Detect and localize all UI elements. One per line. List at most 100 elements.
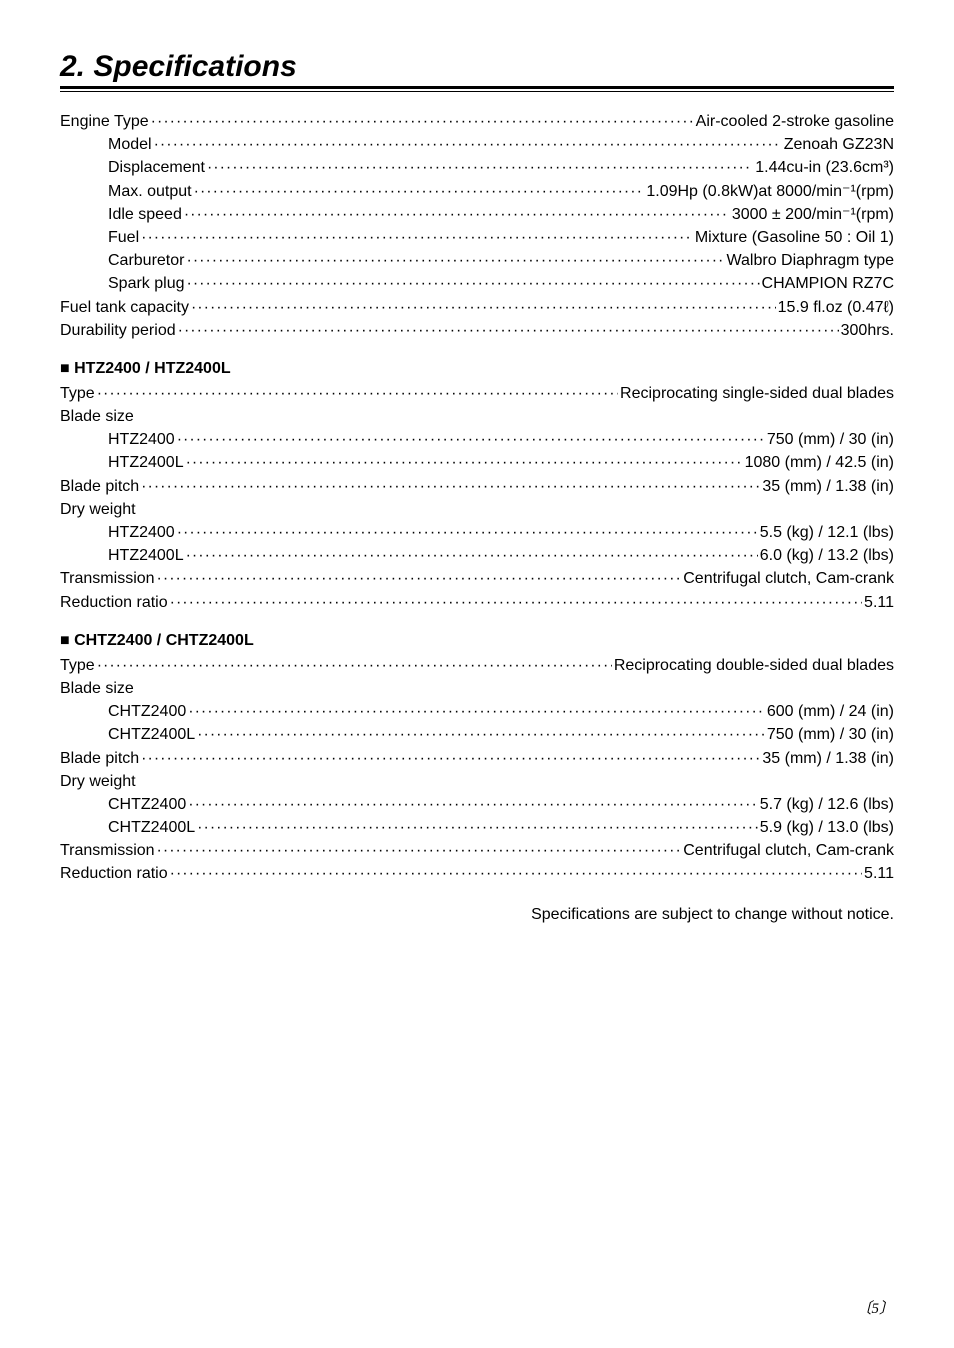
spec-label: Type: [60, 382, 95, 405]
page-title: 2. Specifications: [60, 50, 894, 84]
spec-label: CHTZ2400L: [108, 816, 195, 839]
spec-label: Reduction ratio: [60, 591, 168, 614]
spec-line: HTZ2400·································…: [60, 521, 894, 544]
spec-label: Durability period: [60, 319, 176, 342]
spec-line: HTZ2400L································…: [60, 451, 894, 474]
spec-group-label: Blade size: [60, 405, 894, 428]
spec-value: 300hrs.: [841, 319, 894, 342]
spec-value: Centrifugal clutch, Cam-crank: [683, 567, 894, 590]
spec-line: Engine Type·····························…: [60, 110, 894, 133]
spec-line: Spark plug······························…: [60, 272, 894, 295]
spec-line: Blade pitch·····························…: [60, 747, 894, 770]
title-rule-thin: [60, 91, 894, 92]
spec-line: Displacement····························…: [60, 156, 894, 179]
spec-label: CHTZ2400: [108, 700, 186, 723]
title-rule-thick: [60, 86, 894, 89]
spec-line: Type····································…: [60, 654, 894, 677]
spec-line: Type····································…: [60, 382, 894, 405]
spec-label: Transmission: [60, 839, 155, 862]
spec-value: 5.5 (kg) / 12.1 (lbs): [760, 521, 894, 544]
spec-dots: ········································…: [188, 793, 757, 816]
spec-dots: ········································…: [157, 567, 682, 590]
spec-dots: ········································…: [187, 272, 760, 295]
spec-line: Model···································…: [60, 133, 894, 156]
spec-label: Idle speed: [108, 203, 182, 226]
spec-dots: ········································…: [141, 475, 760, 498]
spec-dots: ········································…: [170, 862, 862, 885]
spec-dots: ········································…: [197, 816, 758, 839]
spec-value: 1.44cu-in (23.6cm³): [755, 156, 894, 179]
spec-line: Blade pitch·····························…: [60, 475, 894, 498]
spec-label: Max. output: [108, 180, 192, 203]
spec-value: 5.9 (kg) / 13.0 (lbs): [760, 816, 894, 839]
spec-dots: ········································…: [177, 428, 765, 451]
spec-dots: ········································…: [141, 226, 693, 249]
spec-dots: ········································…: [177, 521, 758, 544]
spec-label: Blade pitch: [60, 475, 139, 498]
section1-heading: ■ HTZ2400 / HTZ2400L: [60, 360, 894, 378]
section2-heading: ■ CHTZ2400 / CHTZ2400L: [60, 632, 894, 650]
spec-line: Reduction ratio·························…: [60, 591, 894, 614]
spec-label: Spark plug: [108, 272, 185, 295]
spec-dots: ········································…: [184, 203, 730, 226]
spec-dots: ········································…: [97, 654, 612, 677]
spec-value: 1.09Hp (0.8kW)at 8000/min⁻¹(rpm): [646, 180, 894, 203]
spec-dots: ········································…: [186, 451, 743, 474]
spec-dots: ········································…: [178, 319, 839, 342]
spec-label: Transmission: [60, 567, 155, 590]
spec-value: Centrifugal clutch, Cam-crank: [683, 839, 894, 862]
spec-value: Air-cooled 2-stroke gasoline: [696, 110, 894, 133]
spec-value: Walbro Diaphragm type: [727, 249, 894, 272]
spec-group-label: Dry weight: [60, 498, 894, 521]
spec-value: 3000 ± 200/min⁻¹(rpm): [732, 203, 894, 226]
spec-value: 750 (mm) / 30 (in): [767, 723, 894, 746]
footnote: Specifications are subject to change wit…: [60, 906, 894, 924]
spec-value: 750 (mm) / 30 (in): [767, 428, 894, 451]
spec-label: Engine Type: [60, 110, 149, 133]
spec-value: Mixture (Gasoline 50 : Oil 1): [695, 226, 894, 249]
spec-line: Carburetor······························…: [60, 249, 894, 272]
spec-line: CHTZ2400································…: [60, 700, 894, 723]
spec-line: Fuel····································…: [60, 226, 894, 249]
spec-label: CHTZ2400L: [108, 723, 195, 746]
spec-label: Carburetor: [108, 249, 184, 272]
spec-dots: ········································…: [197, 723, 765, 746]
spec-line: CHTZ2400L·······························…: [60, 816, 894, 839]
spec-label: HTZ2400L: [108, 544, 184, 567]
spec-label: HTZ2400: [108, 521, 175, 544]
spec-line: Transmission····························…: [60, 567, 894, 590]
spec-dots: ········································…: [151, 110, 694, 133]
spec-line: Max. output·····························…: [60, 180, 894, 203]
spec-value: 5.7 (kg) / 12.6 (lbs): [760, 793, 894, 816]
spec-line: Durability period·······················…: [60, 319, 894, 342]
spec-dots: ········································…: [186, 249, 724, 272]
spec-value: 35 (mm) / 1.38 (in): [762, 475, 894, 498]
spec-value: Zenoah GZ23N: [784, 133, 894, 156]
spec-dots: ········································…: [194, 180, 645, 203]
spec-label: Reduction ratio: [60, 862, 168, 885]
spec-label: Displacement: [108, 156, 205, 179]
spec-line: HTZ2400L································…: [60, 544, 894, 567]
section2-specs: Type····································…: [60, 654, 894, 886]
spec-value: 5.11: [864, 591, 894, 614]
spec-value: CHAMPION RZ7C: [762, 272, 894, 295]
spec-label: Model: [108, 133, 152, 156]
spec-value: 35 (mm) / 1.38 (in): [762, 747, 894, 770]
spec-dots: ········································…: [191, 296, 776, 319]
spec-dots: ········································…: [188, 700, 765, 723]
spec-value: 5.11: [864, 862, 894, 885]
spec-label: Fuel: [108, 226, 139, 249]
spec-label: Blade pitch: [60, 747, 139, 770]
spec-dots: ········································…: [154, 133, 782, 156]
page-number: 〔5〕: [856, 1297, 894, 1318]
spec-value: 15.9 fl.oz (0.47ℓ): [778, 296, 894, 319]
section1-specs: Type····································…: [60, 382, 894, 614]
spec-dots: ········································…: [157, 839, 682, 862]
spec-value: Reciprocating double-sided dual blades: [614, 654, 894, 677]
spec-dots: ········································…: [97, 382, 618, 405]
spec-value: 6.0 (kg) / 13.2 (lbs): [760, 544, 894, 567]
spec-line: Reduction ratio·························…: [60, 862, 894, 885]
spec-dots: ········································…: [141, 747, 760, 770]
spec-value: 600 (mm) / 24 (in): [767, 700, 894, 723]
spec-label: Type: [60, 654, 95, 677]
